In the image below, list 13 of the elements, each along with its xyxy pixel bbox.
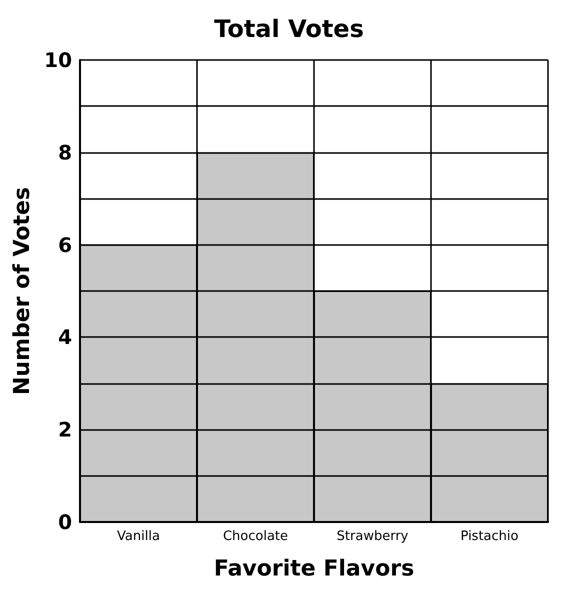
x-tick-label: Pistachio [460, 529, 519, 544]
y-tick-label: 8 [58, 140, 72, 164]
y-tick-label: 6 [58, 232, 72, 257]
y-tick-label: 2 [58, 418, 72, 442]
y-axis-title: Number of Votes [10, 187, 35, 395]
chart-title: Total Votes [214, 15, 364, 43]
x-tick-label: Strawberry [336, 529, 409, 544]
x-axis-title: Favorite Flavors [214, 556, 414, 582]
x-tick-label: Vanilla [117, 529, 160, 544]
y-tick-label: 0 [58, 510, 72, 534]
y-tick-label: 4 [58, 325, 72, 350]
x-tick-label: Chocolate [222, 529, 288, 544]
y-tick-label: 10 [44, 48, 72, 72]
